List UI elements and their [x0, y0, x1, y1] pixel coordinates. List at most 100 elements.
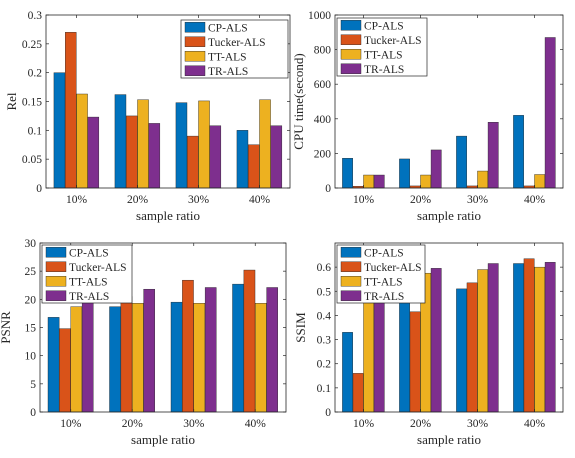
- x-axis-label: sample ratio: [417, 208, 481, 223]
- x-tick-label: 40%: [245, 418, 267, 430]
- chart-panel-4: 10% 20% 30% 40% 0 0.1 0.2 0.3 0.4 0.5 0.6 sample ra…: [293, 242, 564, 447]
- legend-swatch: [340, 63, 362, 74]
- bar: [243, 269, 256, 413]
- bar: [544, 262, 556, 413]
- x-tick-label: 20%: [127, 194, 149, 206]
- bar: [477, 170, 489, 189]
- legend: CP-ALS Tucker-ALS TT-ALS TR-ALS: [180, 19, 289, 79]
- legend-swatch: [340, 276, 362, 287]
- bar: [53, 72, 66, 189]
- bar: [513, 263, 524, 413]
- legend-swatch: [184, 22, 206, 33]
- bar: [363, 295, 375, 413]
- bar: [373, 291, 385, 413]
- bar: [373, 174, 385, 189]
- x-tick-label: 10%: [60, 418, 82, 430]
- bar: [259, 99, 271, 189]
- bar: [270, 125, 283, 189]
- y-tick-label: 800: [314, 45, 332, 57]
- bar: [420, 174, 432, 189]
- bar: [534, 266, 546, 413]
- y-tick-label: 15: [25, 323, 37, 335]
- bar: [87, 116, 100, 189]
- bar: [198, 100, 210, 189]
- y-tick-label: 0.3: [317, 335, 332, 347]
- legend-swatch: [340, 20, 362, 31]
- legend-label: TR-ALS: [69, 291, 109, 303]
- bar: [59, 328, 71, 413]
- bar: [193, 303, 206, 413]
- legend-label: TR-ALS: [208, 66, 248, 78]
- plot-frame: [39, 242, 287, 413]
- bar: [534, 174, 546, 189]
- x-tick-label: 40%: [524, 418, 546, 430]
- bar: [409, 311, 421, 413]
- y-axis-label: SSIM: [293, 312, 308, 343]
- bar: [477, 269, 489, 413]
- legend-label: CP-ALS: [69, 247, 109, 259]
- plot-frame: [334, 14, 564, 189]
- y-tick-label: 200: [314, 148, 332, 160]
- x-tick-label: 30%: [467, 194, 489, 206]
- y-tick-label: 0.2: [317, 359, 332, 371]
- legend-label: CP-ALS: [364, 247, 404, 259]
- legend-swatch: [340, 49, 362, 60]
- legend-swatch: [184, 65, 206, 76]
- bar: [544, 37, 556, 189]
- x-axis-label: sample ratio: [136, 208, 200, 223]
- bar: [466, 282, 478, 413]
- legend-label: TR-ALS: [364, 291, 404, 303]
- y-axis-label: Rel: [4, 92, 19, 110]
- chart-panel-1: 10% 20% 30% 40% 0 0.05 0.1 0.15 0.2 0.25 0.3 sample…: [4, 10, 291, 223]
- bar: [487, 122, 499, 189]
- x-tick-label: 20%: [122, 418, 144, 430]
- y-tick-label: 0.25: [22, 39, 42, 51]
- chart-panel-3: 10% 20% 30% 40% 0 5 10 15 20 25 30 sample ratio PSNR…: [0, 238, 287, 447]
- x-tick-label: 30%: [188, 194, 210, 206]
- x-tick-label: 10%: [353, 418, 375, 430]
- legend: CP-ALS Tucker-ALS TT-ALS TR-ALS: [336, 244, 426, 304]
- y-tick-label: 0: [36, 183, 42, 195]
- legend-label: TT-ALS: [208, 51, 247, 63]
- y-tick-label: 0.6: [317, 262, 332, 274]
- legend-label: TR-ALS: [364, 64, 404, 76]
- x-tick-label: 10%: [66, 194, 88, 206]
- x-tick-label: 10%: [353, 194, 375, 206]
- legend-label: TT-ALS: [364, 276, 403, 288]
- legend-swatch: [45, 276, 67, 287]
- legend-swatch: [340, 247, 362, 258]
- bar: [342, 158, 353, 189]
- legend-swatch: [340, 290, 362, 301]
- legend-swatch: [45, 261, 67, 272]
- bar: [236, 130, 249, 189]
- x-tick-label: 40%: [249, 194, 271, 206]
- y-tick-label: 5: [30, 379, 36, 391]
- x-tick-label: 30%: [183, 418, 205, 430]
- y-tick-label: 30: [25, 238, 37, 250]
- plot-frame: [45, 14, 291, 189]
- y-tick-label: 25: [25, 266, 37, 278]
- bar: [456, 288, 467, 413]
- y-tick-label: 600: [314, 79, 332, 91]
- y-tick-label: 0: [30, 407, 36, 419]
- bar: [248, 144, 260, 189]
- legend-label: Tucker-ALS: [69, 262, 126, 274]
- y-tick-label: 0.15: [22, 97, 42, 109]
- legend-label: Tucker-ALS: [364, 262, 421, 274]
- legend: CP-ALS Tucker-ALS TT-ALS TR-ALS: [336, 17, 428, 77]
- y-tick-label: 0: [325, 407, 331, 419]
- bar: [81, 299, 94, 413]
- bar: [204, 287, 217, 413]
- bar: [143, 288, 155, 413]
- x-tick-label: 30%: [467, 418, 489, 430]
- y-axis-label: CPU time(second): [291, 53, 306, 149]
- y-tick-label: 20: [25, 294, 37, 306]
- bar: [170, 301, 183, 413]
- bar: [430, 149, 442, 189]
- bar: [209, 125, 222, 189]
- bar: [352, 373, 364, 413]
- bar: [232, 283, 244, 413]
- bar: [114, 94, 127, 189]
- bar: [148, 123, 161, 189]
- legend-swatch: [184, 36, 206, 47]
